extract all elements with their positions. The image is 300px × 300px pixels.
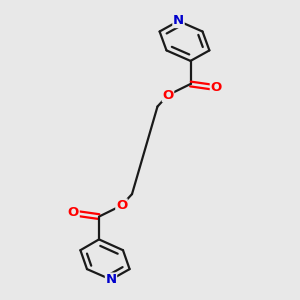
Text: O: O	[162, 88, 174, 102]
Text: O: O	[68, 206, 79, 220]
Text: N: N	[173, 14, 184, 28]
Text: O: O	[116, 199, 127, 212]
Text: O: O	[210, 81, 222, 94]
Text: N: N	[105, 273, 117, 286]
